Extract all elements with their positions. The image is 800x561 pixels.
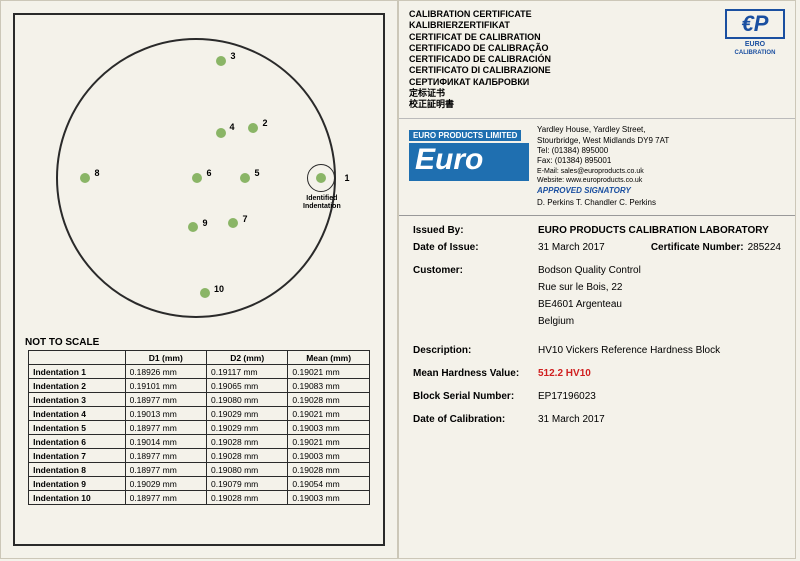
cust-l1: Bodson Quality Control <box>538 262 641 279</box>
indent-dot-label-7: 7 <box>242 214 247 224</box>
cert-title-line: CERTIFICAT DE CALIBRATION <box>409 32 551 43</box>
indentation-diagram: 1 2 3 4 5 6 7 8 9 10 IdentifiedIndentation <box>21 23 377 333</box>
indent-dot-6 <box>192 173 202 183</box>
desc-val: HV10 Vickers Reference Hardness Block <box>538 342 720 359</box>
euro-logo-text: Euro <box>409 143 529 181</box>
certno-lbl: Certificate Number: <box>651 239 744 256</box>
table-row: Indentation 40.19013 mm0.19029 mm0.19021… <box>29 407 370 421</box>
company-row: EURO PRODUCTS LIMITED Euro Yardley House… <box>399 121 795 213</box>
ep-logo: €P EURO CALIBRATION <box>725 9 785 110</box>
table-row: Indentation 20.19101 mm0.19065 mm0.19083… <box>29 379 370 393</box>
indent-dot-label-6: 6 <box>206 168 211 178</box>
indent-dot-4 <box>216 128 226 138</box>
web: Website: www.europroducts.co.uk <box>537 176 785 185</box>
cust-l3: BE4601 Argenteau <box>538 296 622 313</box>
indent-dot-label-10: 10 <box>214 284 224 294</box>
cust-l4: Belgium <box>538 313 574 330</box>
identified-circle <box>307 164 335 192</box>
ep-logo-sub2: CALIBRATION <box>725 50 785 56</box>
indent-dot-label-5: 5 <box>254 168 259 178</box>
doc-val: 31 March 2017 <box>538 411 605 428</box>
indent-dot-label-4: 4 <box>229 122 234 132</box>
fax: Fax: (01384) 895001 <box>537 156 785 166</box>
table-row: Indentation 10.18926 mm0.19117 mm0.19021… <box>29 365 370 379</box>
cert-title-line: CERTIFICADO DE CALIBRAÇÃO <box>409 43 551 54</box>
indent-dot-2 <box>248 123 258 133</box>
cert-title-line: СЕРТИФИКАТ КАЛБРОВКИ <box>409 77 551 88</box>
desc-lbl: Description: <box>413 342 538 359</box>
cert-title-line: CERTIFICADO DE CALIBRACIÓN <box>409 54 551 65</box>
table-header: Mean (mm) <box>288 351 369 365</box>
cust-l2: Rue sur le Bois, 22 <box>538 279 623 296</box>
indentation-table: D1 (mm)D2 (mm)Mean (mm) Indentation 10.1… <box>28 350 370 505</box>
date-lbl: Date of Issue: <box>413 239 538 256</box>
company-info: Yardley House, Yardley Street, Stourbrid… <box>537 125 785 209</box>
indent-dot-label-3: 3 <box>230 51 235 61</box>
issued-val: EURO PRODUCTS CALIBRATION LABORATORY <box>538 222 769 239</box>
cert-title-line: 定标证书 <box>409 88 551 99</box>
page-right: CALIBRATION CERTIFICATEKALIBRIERZERTIFIK… <box>398 0 796 559</box>
issued-lbl: Issued By: <box>413 222 538 239</box>
cert-title-line: CALIBRATION CERTIFICATE <box>409 9 551 20</box>
company-bar: EURO PRODUCTS LIMITED <box>409 130 521 141</box>
certno-val: 285224 <box>748 239 781 256</box>
table-row: Indentation 60.19014 mm0.19028 mm0.19021… <box>29 435 370 449</box>
cert-header: CALIBRATION CERTIFICATEKALIBRIERZERTIFIK… <box>399 1 795 116</box>
email: E-Mail: sales@europroducts.co.uk <box>537 167 785 176</box>
signatories: D. Perkins T. Chandler C. Perkins <box>537 198 785 208</box>
ep-logo-letters: €P <box>729 13 781 35</box>
tel: Tel: (01384) 895000 <box>537 146 785 156</box>
addr1: Yardley House, Yardley Street, <box>537 125 785 135</box>
bsn-val: EP17196023 <box>538 388 596 405</box>
bsn-lbl: Block Serial Number: <box>413 388 538 405</box>
indent-dot-8 <box>80 173 90 183</box>
company-logo: EURO PRODUCTS LIMITED Euro <box>409 125 529 181</box>
table-row: Indentation 30.18977 mm0.19080 mm0.19028… <box>29 393 370 407</box>
indent-dot-label-1: 1 <box>344 173 349 183</box>
mhv-lbl: Mean Hardness Value: <box>413 365 538 382</box>
mhv-val: 512.2 HV10 <box>538 365 591 382</box>
indent-dot-7 <box>228 218 238 228</box>
doc-lbl: Date of Calibration: <box>413 411 538 428</box>
table-row: Indentation 70.18977 mm0.19028 mm0.19003… <box>29 449 370 463</box>
main-info: Issued By:EURO PRODUCTS CALIBRATION LABO… <box>399 215 795 434</box>
table-header: D2 (mm) <box>206 351 287 365</box>
indent-dot-9 <box>188 222 198 232</box>
cert-title-line: 校正証明書 <box>409 99 551 110</box>
left-border: 1 2 3 4 5 6 7 8 9 10 IdentifiedIndentation NOT TO… <box>13 13 385 546</box>
identified-label: IdentifiedIndentation <box>303 195 341 210</box>
page-left: 1 2 3 4 5 6 7 8 9 10 IdentifiedIndentation NOT TO… <box>0 0 398 559</box>
sig-label: APPROVED SIGNATORY <box>537 186 785 196</box>
table-header <box>29 351 125 365</box>
table-row: Indentation 80.18977 mm0.19080 mm0.19028… <box>29 463 370 477</box>
indent-dot-3 <box>216 56 226 66</box>
table-header: D1 (mm) <box>125 351 206 365</box>
indent-dot-10 <box>200 288 210 298</box>
cert-titles: CALIBRATION CERTIFICATEKALIBRIERZERTIFIK… <box>409 9 551 110</box>
cert-title-line: KALIBRIERZERTIFIKAT <box>409 20 551 31</box>
indent-dot-label-2: 2 <box>262 118 267 128</box>
ep-logo-sub1: EURO <box>725 41 785 48</box>
table-row: Indentation 100.18977 mm0.19028 mm0.1900… <box>29 491 370 505</box>
addr2: Stourbridge, West Midlands DY9 7AT <box>537 136 785 146</box>
cert-title-line: CERTIFICATO DI CALIBRAZIONE <box>409 65 551 76</box>
table-row: Indentation 90.19029 mm0.19079 mm0.19054… <box>29 477 370 491</box>
table-row: Indentation 50.18977 mm0.19029 mm0.19003… <box>29 421 370 435</box>
indent-dot-label-9: 9 <box>202 218 207 228</box>
indent-dot-label-8: 8 <box>94 168 99 178</box>
not-to-scale-label: NOT TO SCALE <box>25 337 377 348</box>
indent-dot-5 <box>240 173 250 183</box>
cust-lbl: Customer: <box>413 262 538 279</box>
date-val: 31 March 2017 <box>538 239 605 256</box>
